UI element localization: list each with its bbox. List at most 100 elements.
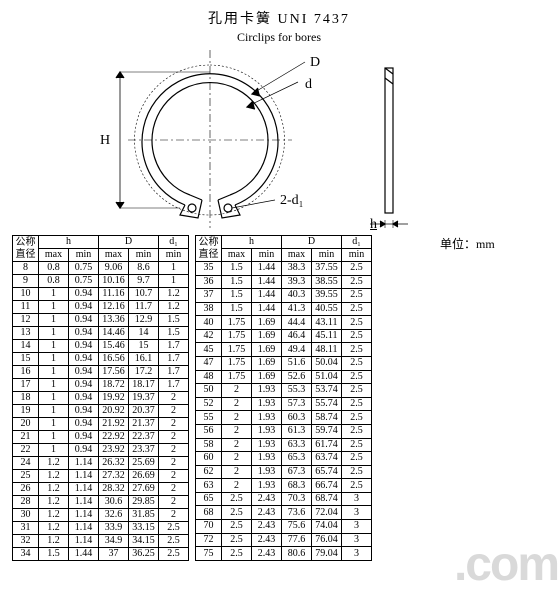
hdr-max: max [222, 249, 252, 262]
table-cell: 72 [196, 533, 222, 547]
table-cell: 2.43 [252, 547, 282, 561]
table-cell: 0.94 [69, 340, 99, 353]
table-cell: 0.94 [69, 314, 99, 327]
table-cell: 1.44 [252, 275, 282, 289]
table-cell: 77.6 [282, 533, 312, 547]
table-cell: 61.74 [312, 438, 342, 452]
table-cell: 1.5 [222, 302, 252, 316]
table-cell: 37 [99, 548, 129, 561]
table-cell: 1.5 [222, 289, 252, 303]
table-cell: 3 [342, 492, 372, 506]
table-row: 5521.9360.358.742.5 [196, 411, 372, 425]
table-cell: 48 [196, 370, 222, 384]
table-cell: 0.94 [69, 392, 99, 405]
table-cell: 2 [222, 465, 252, 479]
table-cell: 2.5 [342, 479, 372, 493]
table-cell: 58.74 [312, 411, 342, 425]
hdr-min: min [69, 249, 99, 262]
table-cell: 23.92 [99, 444, 129, 457]
table-row: 321.21.1434.934.152.5 [13, 535, 189, 548]
table-cell: 1.44 [69, 548, 99, 561]
table-cell: 30.6 [99, 496, 129, 509]
table-row: 471.751.6951.650.042.5 [196, 357, 372, 371]
table-cell: 1.14 [69, 483, 99, 496]
table-cell: 63.74 [312, 452, 342, 466]
table-row: 5621.9361.359.742.5 [196, 424, 372, 438]
table-cell: 3 [342, 519, 372, 533]
table-row: 2210.9423.9223.372 [13, 444, 189, 457]
table-cell: 12.9 [129, 314, 159, 327]
table-row: 301.21.1432.631.852 [13, 509, 189, 522]
table-cell: 1.14 [69, 509, 99, 522]
table-cell: 1.2 [39, 535, 69, 548]
table-cell: 15.46 [99, 340, 129, 353]
hdr-D: D [282, 236, 342, 249]
table-cell: 36.25 [129, 548, 159, 561]
table-cell: 20.92 [99, 405, 129, 418]
table-cell: 1.14 [69, 470, 99, 483]
table-cell: 68.74 [312, 492, 342, 506]
table-cell: 1.69 [252, 357, 282, 371]
table-cell: 1 [39, 405, 69, 418]
table-cell: 1.14 [69, 535, 99, 548]
table-cell: 1.93 [252, 452, 282, 466]
table-cell: 8 [13, 262, 39, 275]
table-cell: 1 [39, 392, 69, 405]
table-cell: 0.94 [69, 418, 99, 431]
table-body-left: 80.80.759.068.6190.80.7510.169.711010.94… [13, 262, 189, 561]
table-row: 1510.9416.5616.11.7 [13, 353, 189, 366]
table-cell: 2.43 [252, 519, 282, 533]
table-cell: 23.37 [129, 444, 159, 457]
table-cell: 2 [159, 483, 189, 496]
table-cell: 1.44 [252, 289, 282, 303]
table-cell: 40.55 [312, 302, 342, 316]
label-h: h [370, 217, 377, 233]
table-cell: 2.5 [342, 370, 372, 384]
table-cell: 79.04 [312, 547, 342, 561]
table-cell: 9 [13, 275, 39, 288]
hdr-min: min [312, 249, 342, 262]
table-cell: 1 [39, 418, 69, 431]
table-cell: 19.92 [99, 392, 129, 405]
table-row: 652.52.4370.368.743 [196, 492, 372, 506]
table-cell: 42 [196, 329, 222, 343]
table-cell: 0.94 [69, 444, 99, 457]
table-cell: 21 [13, 431, 39, 444]
table-cell: 1.7 [159, 379, 189, 392]
table-cell: 17.2 [129, 366, 159, 379]
table-cell: 0.94 [69, 327, 99, 340]
table-cell: 2 [159, 509, 189, 522]
title-en: Circlips for bores [0, 30, 558, 45]
table-cell: 19 [13, 405, 39, 418]
table-cell: 17.56 [99, 366, 129, 379]
table-cell: 52 [196, 397, 222, 411]
table-cell: 2.5 [342, 275, 372, 289]
table-cell: 2.5 [342, 262, 372, 276]
table-cell: 63 [196, 479, 222, 493]
hdr-min: min [159, 249, 189, 262]
table-cell: 1.93 [252, 424, 282, 438]
table-cell: 1.93 [252, 438, 282, 452]
table-cell: 20.37 [129, 405, 159, 418]
table-cell: 0.94 [69, 405, 99, 418]
table-cell: 1 [159, 275, 189, 288]
table-row: 311.21.1433.933.152.5 [13, 522, 189, 535]
table-cell: 2 [222, 479, 252, 493]
table-cell: 1 [39, 340, 69, 353]
table-cell: 52.6 [282, 370, 312, 384]
table-row: 361.51.4439.338.552.5 [196, 275, 372, 289]
table-cell: 12.16 [99, 301, 129, 314]
table-cell: 73.6 [282, 506, 312, 520]
table-cell: 2 [159, 405, 189, 418]
table-cell: 2.5 [342, 329, 372, 343]
table-cell: 22.37 [129, 431, 159, 444]
table-cell: 2.5 [159, 548, 189, 561]
table-cell: 2 [159, 496, 189, 509]
table-row: 1910.9420.9220.372 [13, 405, 189, 418]
table-cell: 18 [13, 392, 39, 405]
table-cell: 75.6 [282, 519, 312, 533]
table-cell: 1.93 [252, 397, 282, 411]
table-cell: 2.43 [252, 533, 282, 547]
table-cell: 2 [222, 438, 252, 452]
table-cell: 67.3 [282, 465, 312, 479]
